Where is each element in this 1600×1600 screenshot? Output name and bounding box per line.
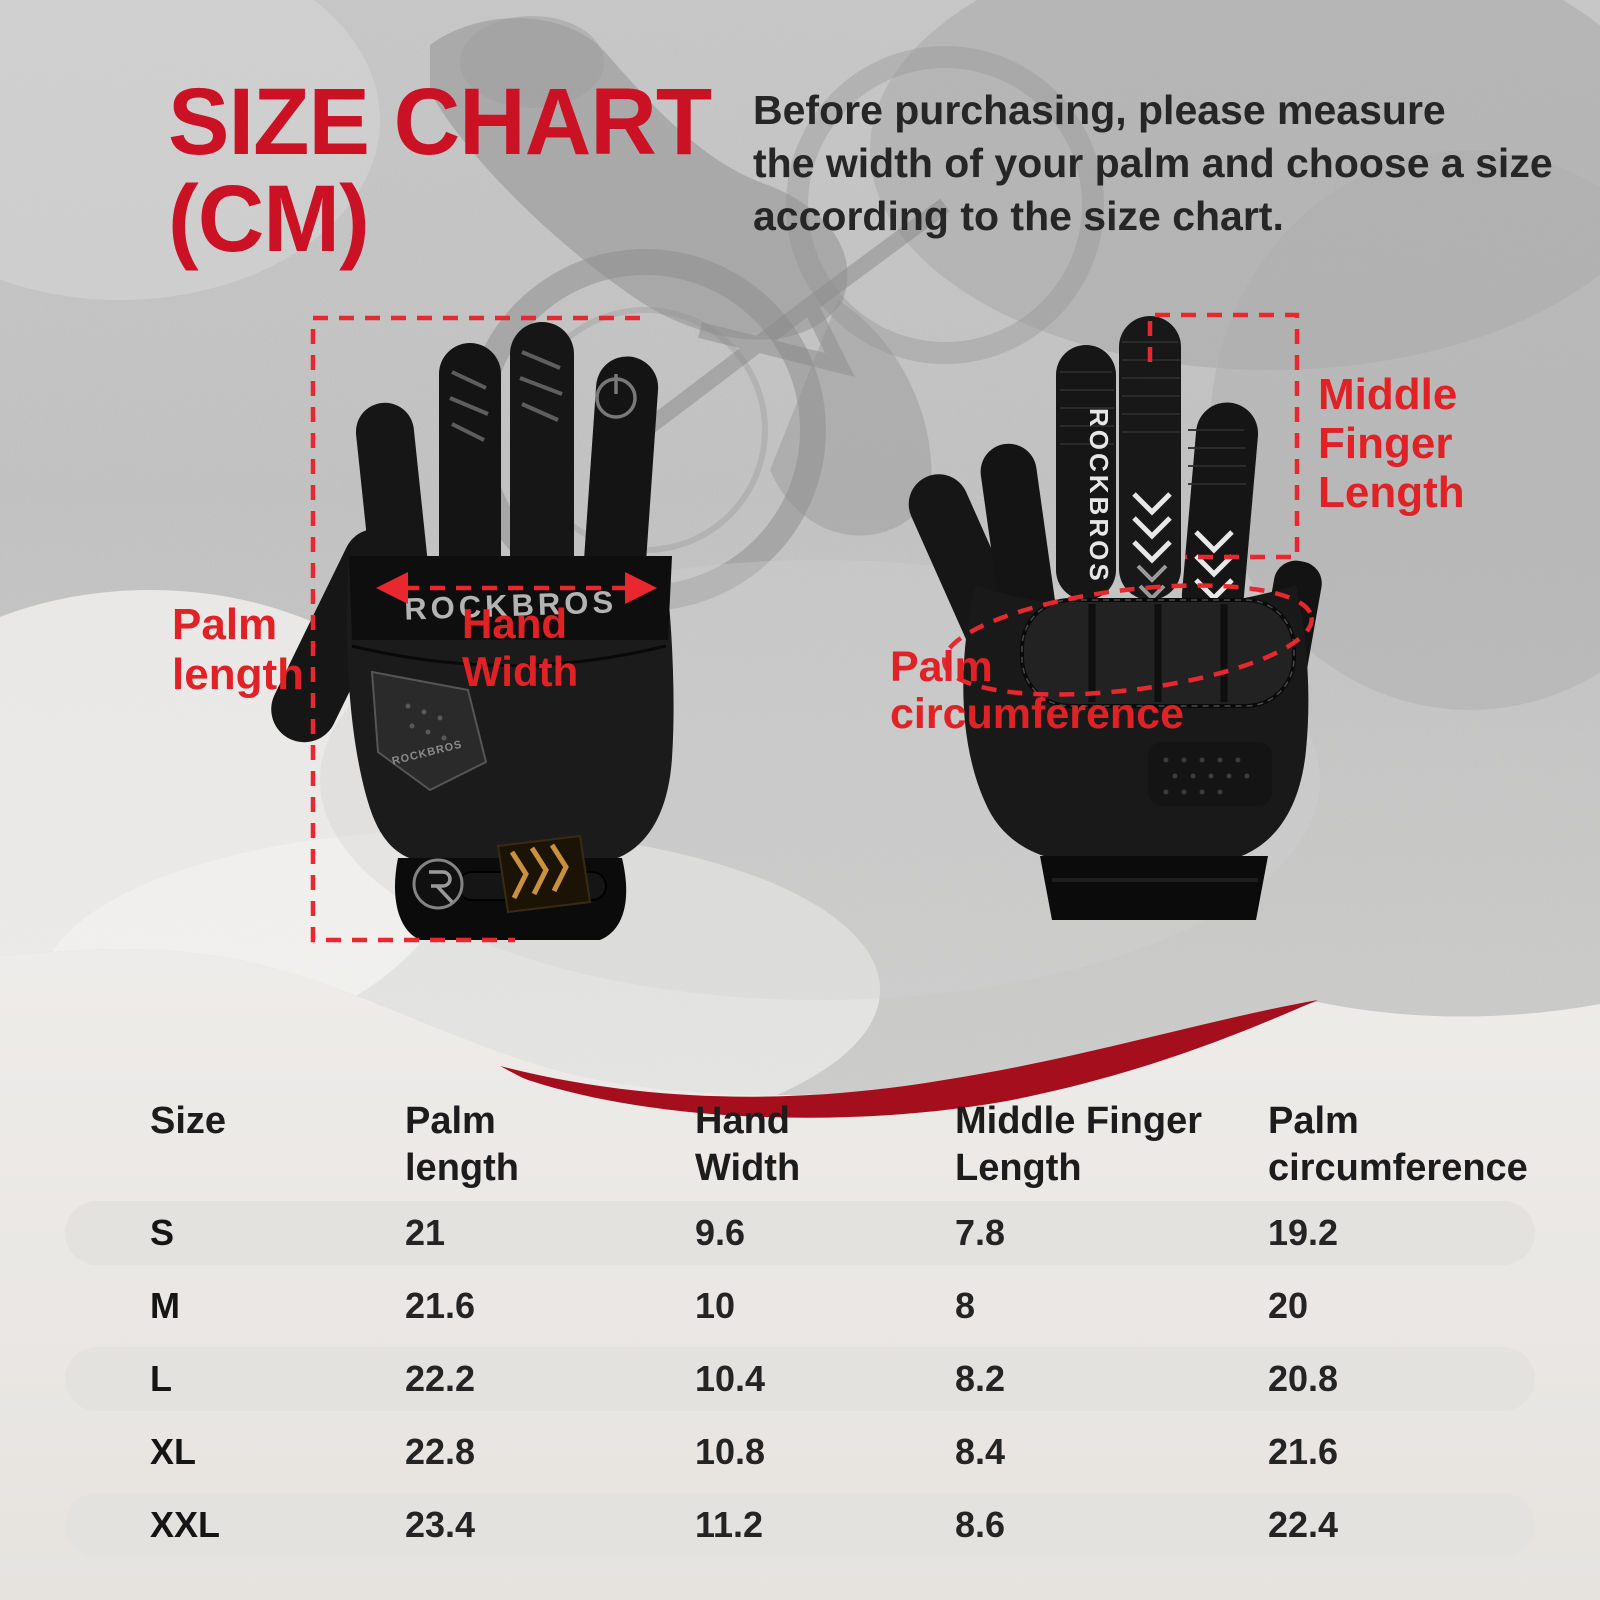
cell-hand-width: 10 <box>695 1285 736 1326</box>
red-ribbon-divider <box>500 1000 1318 1118</box>
right-glove-brand-text: ROCKBROS <box>1084 408 1114 584</box>
cell-size: XXL <box>150 1504 221 1545</box>
intro-line: according to the size chart. <box>753 193 1284 239</box>
cell-palm-length: 22.2 <box>405 1358 476 1399</box>
intro-line: Before purchasing, please measure <box>753 87 1446 133</box>
table-header-size: Size <box>150 1100 227 1142</box>
cell-palm-circumference: 21.6 <box>1268 1431 1339 1472</box>
cell-hand-width: 10.8 <box>695 1431 766 1472</box>
cell-middle-finger-length: 8 <box>955 1285 976 1326</box>
left-glove-brand-text: ROCKBROS <box>404 584 618 626</box>
cell-size: M <box>150 1285 180 1326</box>
cell-middle-finger-length: 7.8 <box>955 1212 1006 1253</box>
cell-hand-width: 9.6 <box>695 1212 746 1253</box>
palm-circumference-measure-ellipse <box>942 583 1314 697</box>
hand-width-arrowheads <box>376 572 657 604</box>
table-header-palm-circumference: Palm circumference <box>1268 1100 1528 1189</box>
cell-size: S <box>150 1212 175 1253</box>
table-header-middle-finger-length: Middle Finger Length <box>955 1100 1202 1189</box>
page-title-line1: SIZE CHART <box>168 69 712 175</box>
cell-size: XL <box>150 1431 197 1472</box>
cell-palm-circumference: 20.8 <box>1268 1358 1339 1399</box>
cell-middle-finger-length: 8.4 <box>955 1431 1006 1472</box>
page-title: SIZE CHART (CM) <box>168 69 712 272</box>
palm-length-measure-box <box>310 315 640 943</box>
hand-width-label: Hand Width <box>462 600 579 695</box>
table-header-hand-width: Hand Width <box>695 1100 801 1189</box>
middle-finger-measure-box <box>1147 312 1300 560</box>
cell-middle-finger-length: 8.6 <box>955 1504 1006 1545</box>
grip-pattern <box>449 350 563 442</box>
page-title-line2: (CM) <box>168 166 370 272</box>
table-row: M 21.6 10 8 20 <box>65 1274 1535 1338</box>
right-glove-illustration: ROCKBROS <box>908 316 1322 920</box>
table-row: XXL 23.4 11.2 8.6 22.4 <box>65 1493 1535 1557</box>
bronze-patch <box>496 834 592 914</box>
cell-palm-length: 23.4 <box>405 1504 476 1545</box>
middle-finger-length-label: Middle Finger Length <box>1318 370 1465 517</box>
intro-line: the width of your palm and choose a size <box>753 140 1553 186</box>
power-icon <box>595 374 637 419</box>
cell-palm-length: 22.8 <box>405 1431 476 1472</box>
knuckle-pads <box>1020 598 1296 708</box>
shield-patch: ROCKBROS <box>370 670 488 792</box>
cell-palm-circumference: 20 <box>1268 1285 1309 1326</box>
table-row: L 22.2 10.4 8.2 20.8 <box>65 1347 1535 1411</box>
rockbros-logo-icon <box>412 858 464 910</box>
palm-circumference-label: Palm circumference <box>890 643 1184 738</box>
cell-palm-length: 21.6 <box>405 1285 476 1326</box>
palm-length-label: Palm length <box>172 600 304 699</box>
table-row: S 21 9.6 7.8 19.2 <box>65 1201 1535 1265</box>
cell-middle-finger-length: 8.2 <box>955 1358 1006 1399</box>
table-header-palm-length: Palm length <box>405 1100 519 1189</box>
cell-palm-length: 21 <box>405 1212 446 1253</box>
cell-hand-width: 11.2 <box>695 1504 764 1545</box>
cell-palm-circumference: 22.4 <box>1268 1504 1339 1545</box>
left-glove-illustration: ROCKBROS ROCKBROS <box>271 322 674 940</box>
perforated-patch <box>1148 742 1272 806</box>
cell-hand-width: 10.4 <box>695 1358 766 1399</box>
cell-palm-circumference: 19.2 <box>1268 1212 1339 1253</box>
intro-text: Before purchasing, please measure the wi… <box>753 84 1553 243</box>
cell-size: L <box>150 1358 172 1399</box>
table-row: XL 22.8 10.8 8.4 21.6 <box>65 1420 1535 1484</box>
